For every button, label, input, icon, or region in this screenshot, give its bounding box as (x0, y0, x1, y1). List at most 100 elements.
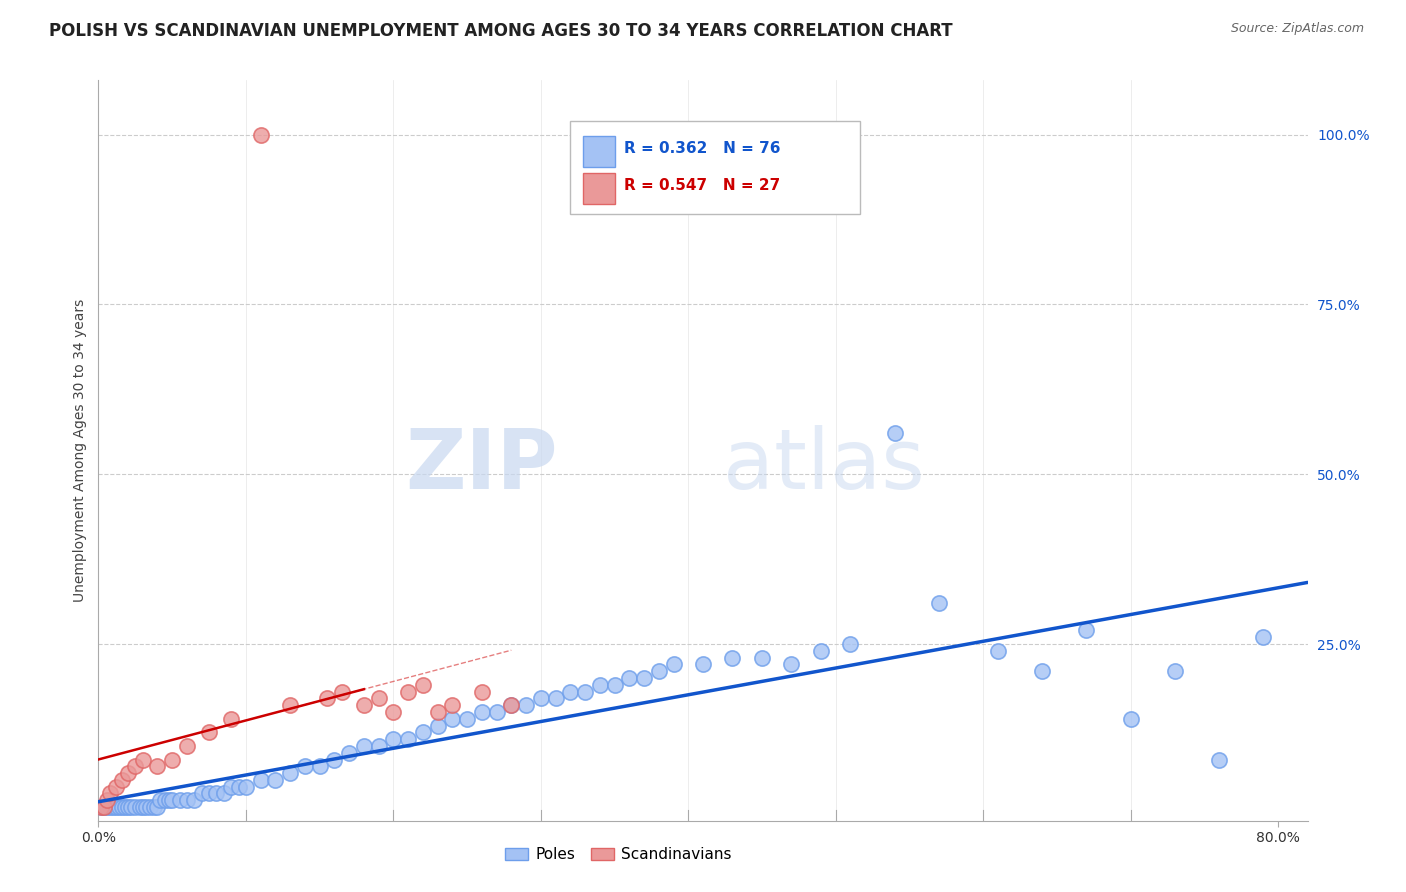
Point (662, 657, 685, 672)
Point (131, 752, 153, 766)
Point (928, 596, 950, 610)
Legend: Poles, Scandinavians: Poles, Scandinavians (499, 841, 738, 869)
Point (278, 698, 301, 713)
Point (128, 800, 150, 814)
Point (98, 787, 121, 801)
Y-axis label: Unemployment Among Ages 30 to 34 years: Unemployment Among Ages 30 to 34 years (73, 299, 87, 602)
Point (90, 800, 112, 814)
Text: R = 0.547   N = 27: R = 0.547 N = 27 (624, 178, 780, 193)
Point (205, 787, 228, 801)
Point (90, 800, 112, 814)
Point (810, 644, 832, 658)
Point (619, 671, 641, 685)
Point (146, 759, 169, 773)
Point (219, 780, 242, 794)
Point (780, 657, 803, 672)
Point (120, 800, 142, 814)
Point (146, 800, 169, 814)
Point (574, 684, 596, 698)
Point (198, 725, 221, 739)
Text: R = 0.362   N = 76: R = 0.362 N = 76 (624, 141, 780, 156)
Point (169, 793, 191, 807)
Point (367, 691, 389, 706)
Point (633, 671, 655, 685)
Point (353, 739, 375, 753)
Point (249, 772, 271, 787)
Point (883, 426, 905, 441)
Point (93, 800, 115, 814)
Point (501, 698, 523, 713)
Point (396, 684, 419, 698)
Point (160, 793, 183, 807)
Point (382, 705, 405, 719)
Point (839, 637, 862, 651)
Text: atlas: atlas (723, 425, 925, 506)
Point (117, 800, 139, 814)
Point (96, 793, 118, 807)
Point (382, 732, 405, 747)
Point (721, 650, 744, 665)
Point (149, 793, 172, 807)
Point (176, 739, 198, 753)
Point (160, 752, 183, 766)
Point (183, 793, 205, 807)
Point (264, 772, 287, 787)
Point (198, 787, 221, 801)
Point (560, 684, 582, 698)
Point (441, 698, 464, 713)
Point (278, 766, 301, 780)
Point (987, 644, 1010, 658)
Point (1208, 752, 1230, 766)
Point (105, 780, 128, 794)
Point (323, 752, 346, 766)
Point (648, 664, 671, 678)
Point (235, 780, 257, 794)
Point (603, 678, 626, 692)
Point (117, 766, 139, 780)
Point (176, 793, 198, 807)
Point (1253, 630, 1275, 644)
Point (530, 691, 553, 706)
Text: POLISH VS SCANDINAVIAN UNEMPLOYMENT AMONG AGES 30 TO 34 YEARS CORRELATION CHART: POLISH VS SCANDINAVIAN UNEMPLOYMENT AMON… (49, 22, 953, 40)
Point (456, 712, 478, 726)
FancyBboxPatch shape (583, 136, 614, 167)
Point (485, 705, 508, 719)
Text: ZIP: ZIP (405, 425, 558, 506)
Point (412, 725, 434, 739)
FancyBboxPatch shape (583, 173, 614, 204)
Point (471, 684, 494, 698)
Point (1076, 624, 1098, 638)
Point (330, 684, 353, 698)
Point (98, 800, 121, 814)
Point (143, 800, 166, 814)
Point (135, 800, 157, 814)
Point (367, 739, 389, 753)
Point (101, 800, 124, 814)
Point (544, 691, 567, 706)
Point (441, 712, 464, 726)
Point (751, 650, 773, 665)
Point (111, 772, 134, 787)
Point (131, 800, 153, 814)
Point (1031, 664, 1053, 678)
Point (426, 705, 449, 719)
Point (426, 718, 449, 732)
Point (412, 678, 434, 692)
Point (692, 657, 714, 672)
Point (190, 787, 212, 801)
Point (308, 759, 330, 773)
Point (396, 732, 419, 747)
Point (228, 780, 250, 794)
Point (337, 746, 360, 760)
Point (1164, 664, 1187, 678)
Point (111, 800, 134, 814)
Point (139, 800, 162, 814)
Point (1119, 712, 1142, 726)
Point (353, 698, 375, 713)
Point (219, 712, 242, 726)
FancyBboxPatch shape (569, 121, 860, 213)
Point (114, 800, 136, 814)
Point (294, 759, 316, 773)
Point (471, 705, 494, 719)
Point (93, 800, 115, 814)
